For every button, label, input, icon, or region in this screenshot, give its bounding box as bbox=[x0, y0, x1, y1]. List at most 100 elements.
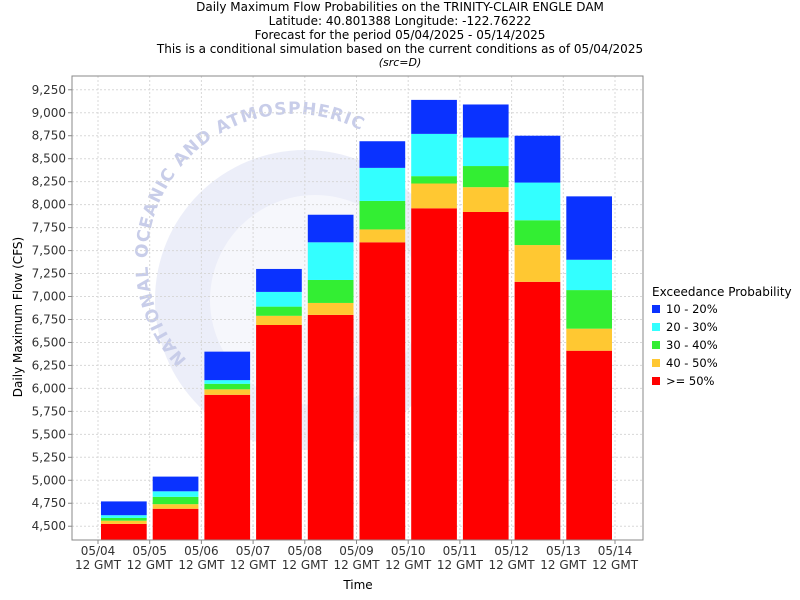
x-tick-label-date: 05/14 bbox=[598, 544, 633, 558]
y-tick-label: 9,000 bbox=[32, 106, 66, 120]
bar-segment bbox=[256, 324, 302, 540]
bar-segment bbox=[256, 306, 302, 316]
bar-segment bbox=[256, 315, 302, 325]
bar-segment bbox=[359, 200, 406, 230]
y-tick-label: 6,000 bbox=[32, 381, 66, 395]
legend-item: 30 - 40% bbox=[652, 336, 800, 354]
legend-label: 40 - 50% bbox=[666, 356, 718, 370]
x-tick-label-date: 05/11 bbox=[443, 544, 478, 558]
x-tick-label-date: 05/06 bbox=[184, 544, 219, 558]
bar-segment bbox=[359, 141, 406, 168]
x-tick-label-date: 05/07 bbox=[236, 544, 271, 558]
y-tick-label: 7,250 bbox=[32, 267, 66, 281]
x-tick-label-time: 12 GMT bbox=[75, 558, 122, 572]
y-tick-label: 7,500 bbox=[32, 244, 66, 258]
x-axis-label: Time bbox=[343, 578, 373, 592]
legend-item: 40 - 50% bbox=[652, 354, 800, 372]
bar-segment bbox=[152, 476, 199, 492]
legend-label: >= 50% bbox=[666, 374, 715, 388]
bar-segment bbox=[101, 515, 147, 518]
y-tick-label: 8,750 bbox=[32, 129, 66, 143]
chart-subtitle-location: Latitude: 40.801388 Longitude: -122.7622… bbox=[268, 14, 532, 28]
x-tick-label-date: 05/12 bbox=[494, 544, 529, 558]
y-tick-label: 4,500 bbox=[32, 519, 66, 533]
legend-item: 10 - 20% bbox=[652, 300, 800, 318]
bar-segment bbox=[411, 176, 457, 184]
bar-segment bbox=[204, 351, 251, 381]
legend-swatch bbox=[652, 377, 660, 385]
x-tick-label-time: 12 GMT bbox=[385, 558, 432, 572]
x-tick-label-time: 12 GMT bbox=[540, 558, 587, 572]
bar-segment bbox=[256, 268, 302, 292]
y-tick-label: 6,750 bbox=[32, 312, 66, 326]
legend-swatch bbox=[652, 305, 660, 313]
chart-grid bbox=[72, 76, 643, 540]
y-tick-label: 5,500 bbox=[32, 427, 66, 441]
x-tick-label-date: 05/08 bbox=[288, 544, 323, 558]
legend-label: 30 - 40% bbox=[666, 338, 718, 352]
y-tick-label: 7,750 bbox=[32, 221, 66, 235]
legend-swatch bbox=[652, 323, 660, 331]
bar-segment bbox=[152, 496, 199, 505]
y-tick-label: 6,250 bbox=[32, 358, 66, 372]
legend-label: 10 - 20% bbox=[666, 302, 718, 316]
chart-titles: Daily Maximum Flow Probabilities on the … bbox=[0, 0, 800, 70]
bar-segment bbox=[411, 133, 457, 177]
bar-segment bbox=[514, 135, 561, 183]
bar-segment bbox=[566, 259, 612, 291]
bar-segment bbox=[152, 504, 199, 509]
bar-segment bbox=[204, 380, 251, 384]
bar-segment bbox=[514, 182, 561, 221]
bar-segment bbox=[462, 211, 509, 540]
bar-segment bbox=[204, 389, 251, 395]
bar-segment bbox=[256, 291, 302, 307]
bar-segment bbox=[462, 187, 509, 212]
legend-swatch bbox=[652, 359, 660, 367]
bar-segment bbox=[462, 166, 509, 188]
x-tick-label-date: 05/05 bbox=[132, 544, 167, 558]
chart-subtitle-conditions: This is a conditional simulation based o… bbox=[156, 42, 644, 56]
x-tick-label-time: 12 GMT bbox=[127, 558, 174, 572]
bar-segment bbox=[204, 383, 251, 390]
x-tick-label-date: 05/09 bbox=[339, 544, 374, 558]
y-tick-label: 4,750 bbox=[32, 496, 66, 510]
bar-segment bbox=[514, 245, 561, 282]
bar-segment bbox=[101, 501, 147, 516]
bar-segment bbox=[566, 196, 612, 260]
bar-segment bbox=[566, 328, 612, 351]
bar-segment bbox=[411, 99, 457, 134]
y-tick-label: 7,000 bbox=[32, 290, 66, 304]
y-tick-label: 8,000 bbox=[32, 198, 66, 212]
bar-segment bbox=[411, 183, 457, 209]
chart-axes: 9,250 9,000 8,750 8,500 8,250 8,000 7,750 7,500… bbox=[32, 75, 644, 572]
bar-segment bbox=[307, 302, 354, 315]
bar-segment bbox=[514, 220, 561, 246]
bar-segment bbox=[411, 208, 457, 541]
legend-item: 20 - 30% bbox=[652, 318, 800, 336]
legend-item: >= 50% bbox=[652, 372, 800, 390]
plot-frame bbox=[71, 75, 644, 541]
x-tick-label-time: 12 GMT bbox=[178, 558, 225, 572]
chart-source-note: (src=D) bbox=[378, 56, 422, 69]
legend-items: 10 - 20% 20 - 30% 30 - 40% 40 - 50% >= 50% bbox=[652, 300, 800, 390]
bar-segment bbox=[307, 279, 354, 303]
y-tick-label: 5,750 bbox=[32, 404, 66, 418]
bar-segment bbox=[462, 104, 509, 138]
bar-segment bbox=[204, 394, 251, 540]
bar-segment bbox=[101, 517, 147, 521]
bar-segment bbox=[152, 508, 199, 540]
bar-segment bbox=[566, 350, 612, 540]
legend-swatch bbox=[652, 341, 660, 349]
bar-segment bbox=[152, 491, 199, 497]
chart-subtitle-period: Forecast for the period 05/04/2025 - 05/… bbox=[254, 28, 546, 42]
bar-segment bbox=[359, 242, 406, 541]
bar-segment bbox=[359, 167, 406, 201]
x-tick-label-time: 12 GMT bbox=[437, 558, 484, 572]
x-tick-label-time: 12 GMT bbox=[230, 558, 277, 572]
bar-segment bbox=[514, 281, 561, 540]
y-tick-label: 9,250 bbox=[32, 83, 66, 97]
bar-segment bbox=[359, 229, 406, 243]
chart-title: Daily Maximum Flow Probabilities on the … bbox=[196, 0, 604, 14]
legend-label: 20 - 30% bbox=[666, 320, 718, 334]
